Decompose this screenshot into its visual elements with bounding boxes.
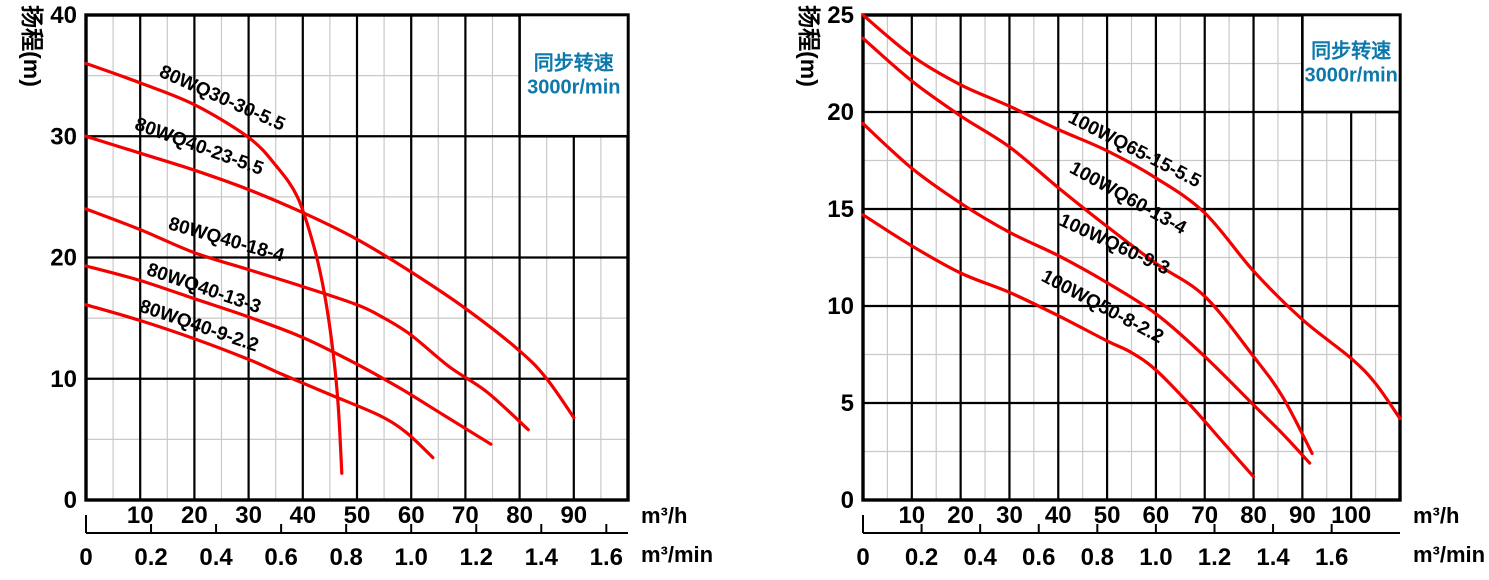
pump-curve-100WQ60-13-4 — [861, 36, 1314, 455]
sync-speed-label: 同步转速 — [1311, 39, 1391, 63]
x-tick-label-m3min: 1.2 — [460, 544, 493, 571]
x-tick-label-m3min: 1.2 — [1198, 544, 1231, 571]
y-tick-label: 20 — [50, 245, 77, 272]
y-tick-label: 0 — [64, 487, 77, 514]
y-tick-label: 15 — [827, 196, 854, 223]
x-tick-label-m3h: 90 — [560, 502, 587, 529]
x-tick-label-m3min: 1.4 — [525, 544, 559, 571]
pump-curve-80WQ40-18-4 — [84, 207, 530, 432]
x-tick-label-m3min: 0.4 — [199, 544, 233, 571]
plot-border — [861, 13, 1402, 502]
sync-speed-value: 3000r/min — [1304, 65, 1397, 87]
y-tick-label: 10 — [50, 366, 77, 393]
x-tick-label-m3min: 1.0 — [1139, 544, 1172, 571]
head-axis-title: 扬程(m) — [796, 5, 822, 87]
curve-label-80WQ40-18-4: 80WQ40-18-4 — [166, 214, 287, 267]
sync-speed-box — [1301, 13, 1402, 114]
x-tick-label-m3min: 1.6 — [1315, 544, 1348, 571]
x-tick-label-m3h: 20 — [947, 502, 974, 529]
flow-unit-min-label: m³/min — [641, 542, 713, 567]
x-tick-label-m3min: 0.6 — [1022, 544, 1055, 571]
y-tick-label: 30 — [50, 123, 77, 150]
plot-border — [84, 13, 630, 502]
y-tick-label: 25 — [827, 2, 854, 29]
x-tick-label-m3h: 40 — [1045, 502, 1072, 529]
y-tick-label: 20 — [827, 99, 854, 126]
sync-speed-box — [518, 13, 630, 138]
pump-curve-80WQ40-13-3 — [84, 264, 493, 446]
pump-curve-100WQ60-9-3 — [861, 122, 1312, 465]
x-tick-label-m3min: 1.6 — [590, 544, 623, 571]
curve-label-80WQ40-23-5.5: 80WQ40-23-5.5 — [132, 114, 267, 180]
x-tick-label-m3min: 1.4 — [1256, 544, 1290, 571]
chart-100wq: 同步转速3000r/min100WQ65-15-5.5100WQ60-13-41… — [796, 2, 1485, 571]
x-tick-label-m3h: 30 — [996, 502, 1023, 529]
x-tick-label-m3min: 0.8 — [1081, 544, 1114, 571]
x-tick-label-m3h: 70 — [452, 502, 479, 529]
x-tick-label-m3h: 90 — [1289, 502, 1316, 529]
x-tick-label-m3h: 50 — [344, 502, 371, 529]
head-axis-title: 扬程(m) — [19, 5, 45, 87]
pump-curve-80WQ40-9-2.2 — [84, 303, 435, 460]
y-tick-label: 0 — [841, 487, 854, 514]
x-tick-label-m3min: 0 — [79, 544, 92, 571]
pump-curve-80WQ30-30-5.5 — [84, 61, 344, 475]
x-tick-label-m3min: 0.6 — [264, 544, 297, 571]
y-tick-label: 5 — [841, 390, 854, 417]
curve-label-80WQ30-30-5.5: 80WQ30-30-5.5 — [156, 61, 288, 135]
x-tick-label-m3h: 40 — [289, 502, 316, 529]
x-tick-label-m3h: 30 — [235, 502, 262, 529]
flow-unit-min-label: m³/min — [1413, 542, 1485, 567]
x-tick-label-m3h: 80 — [1240, 502, 1267, 529]
flow-unit-h-label: m³/h — [1413, 503, 1459, 528]
x-tick-label-m3min: 0.2 — [134, 544, 167, 571]
pump-curve-100WQ50-8-2.2 — [861, 213, 1256, 479]
x-tick-label-m3min: 0.4 — [963, 544, 997, 571]
x-tick-label-m3h: 80 — [506, 502, 533, 529]
x-tick-label-m3h: 20 — [181, 502, 208, 529]
x-tick-label-m3h: 100 — [1331, 502, 1371, 529]
pump-curve-100WQ65-15-5.5 — [861, 13, 1402, 421]
y-tick-label: 40 — [50, 2, 77, 29]
sync-speed-label: 同步转速 — [534, 51, 614, 75]
x-tick-label-m3h: 10 — [127, 502, 154, 529]
pump-curve-80WQ40-23-5.5 — [84, 134, 576, 420]
x-tick-label-m3min: 0.2 — [905, 544, 938, 571]
sync-speed-value: 3000r/min — [527, 77, 620, 99]
flow-unit-h-label: m³/h — [641, 503, 687, 528]
x-tick-label-m3min: 1.0 — [395, 544, 428, 571]
y-tick-label: 10 — [827, 293, 854, 320]
x-tick-label-m3min: 0 — [856, 544, 869, 571]
x-tick-label-m3min: 0.8 — [329, 544, 362, 571]
